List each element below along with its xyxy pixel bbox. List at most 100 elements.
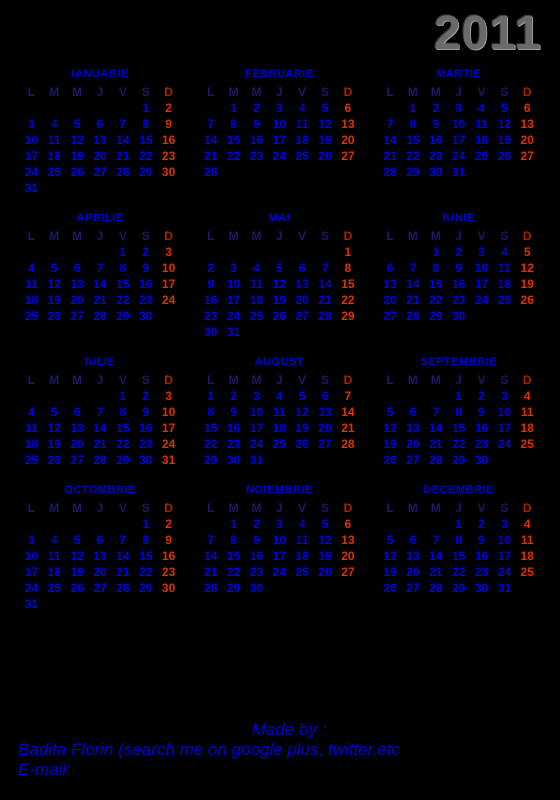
day-cell: 7	[111, 532, 134, 548]
footer-line3: E-mail:	[18, 760, 560, 780]
day-cell: 28	[89, 452, 112, 468]
empty-cell	[20, 516, 43, 532]
day-cell: 7	[336, 388, 359, 404]
day-cell: 12	[379, 548, 402, 564]
day-cell: 15	[111, 276, 134, 292]
day-cell: 7	[89, 404, 112, 420]
day-cell: 4	[245, 260, 268, 276]
day-cell: 26	[268, 308, 291, 324]
day-cell: 27	[89, 164, 112, 180]
month-name: SEPTEMBRIE	[379, 356, 539, 368]
day-cell: 6	[314, 388, 337, 404]
day-cell: 26	[379, 580, 402, 596]
day-cell: 2	[470, 388, 493, 404]
day-cell: 4	[291, 100, 314, 116]
day-cell: 21	[89, 436, 112, 452]
empty-cell	[402, 388, 425, 404]
day-cell: 9	[157, 532, 180, 548]
dow-header: M	[245, 372, 268, 388]
month-grid: LMMJVSD123456789101112131415161718192021…	[199, 84, 359, 180]
day-cell: 29	[447, 580, 470, 596]
dow-header: J	[268, 228, 291, 244]
day-cell: 6	[336, 100, 359, 116]
day-cell: 27	[314, 436, 337, 452]
day-cell: 24	[20, 164, 43, 180]
dow-header: M	[402, 372, 425, 388]
day-cell: 9	[134, 260, 157, 276]
day-cell: 22	[111, 292, 134, 308]
day-cell: 23	[157, 148, 180, 164]
empty-cell	[66, 100, 89, 116]
dow-header: V	[470, 372, 493, 388]
day-cell: 22	[222, 148, 245, 164]
day-cell: 17	[222, 292, 245, 308]
day-cell: 3	[157, 244, 180, 260]
day-cell: 4	[516, 388, 539, 404]
day-cell: 12	[516, 260, 539, 276]
day-cell: 29	[336, 308, 359, 324]
day-cell: 15	[111, 420, 134, 436]
day-cell: 14	[111, 132, 134, 148]
day-cell: 23	[134, 436, 157, 452]
day-cell: 29	[111, 452, 134, 468]
dow-header: D	[157, 228, 180, 244]
day-cell: 26	[493, 148, 516, 164]
dow-header: M	[222, 228, 245, 244]
day-cell: 19	[516, 276, 539, 292]
dow-header: L	[379, 500, 402, 516]
day-cell: 31	[20, 596, 43, 612]
dow-header: V	[291, 84, 314, 100]
day-cell: 8	[447, 404, 470, 420]
day-cell: 30	[222, 452, 245, 468]
day-cell: 5	[43, 260, 66, 276]
day-cell: 11	[470, 116, 493, 132]
day-cell: 7	[89, 260, 112, 276]
day-cell: 7	[111, 116, 134, 132]
dow-header: J	[447, 500, 470, 516]
empty-cell	[268, 244, 291, 260]
month-grid: LMMJVSD123456789101112131415161718192021…	[199, 372, 359, 468]
dow-header: D	[157, 500, 180, 516]
day-cell: 11	[291, 532, 314, 548]
month-name: MAI	[199, 212, 359, 224]
dow-header: M	[424, 228, 447, 244]
day-cell: 14	[336, 404, 359, 420]
dow-header: M	[245, 84, 268, 100]
day-cell: 2	[424, 100, 447, 116]
day-cell: 12	[291, 404, 314, 420]
dow-header: J	[447, 228, 470, 244]
day-cell: 18	[470, 132, 493, 148]
day-cell: 25	[20, 308, 43, 324]
day-cell: 9	[222, 404, 245, 420]
day-cell: 25	[245, 308, 268, 324]
day-cell: 15	[222, 132, 245, 148]
day-cell: 7	[424, 532, 447, 548]
day-cell: 20	[314, 420, 337, 436]
dow-header: D	[157, 84, 180, 100]
day-cell: 5	[314, 100, 337, 116]
day-cell: 19	[379, 564, 402, 580]
day-cell: 30	[447, 308, 470, 324]
day-cell: 2	[245, 100, 268, 116]
dow-header: L	[20, 372, 43, 388]
day-cell: 8	[447, 532, 470, 548]
day-cell: 16	[245, 132, 268, 148]
day-cell: 19	[379, 436, 402, 452]
day-cell: 26	[379, 452, 402, 468]
day-cell: 6	[89, 116, 112, 132]
day-cell: 20	[291, 292, 314, 308]
dow-header: S	[134, 372, 157, 388]
dow-header: D	[516, 84, 539, 100]
empty-cell	[66, 244, 89, 260]
dow-header: S	[314, 372, 337, 388]
day-cell: 26	[314, 564, 337, 580]
day-cell: 10	[157, 260, 180, 276]
day-cell: 4	[43, 116, 66, 132]
dow-header: L	[379, 372, 402, 388]
day-cell: 11	[43, 132, 66, 148]
dow-header: V	[111, 500, 134, 516]
day-cell: 26	[516, 292, 539, 308]
dow-header: J	[447, 84, 470, 100]
day-cell: 5	[43, 404, 66, 420]
day-cell: 4	[470, 100, 493, 116]
